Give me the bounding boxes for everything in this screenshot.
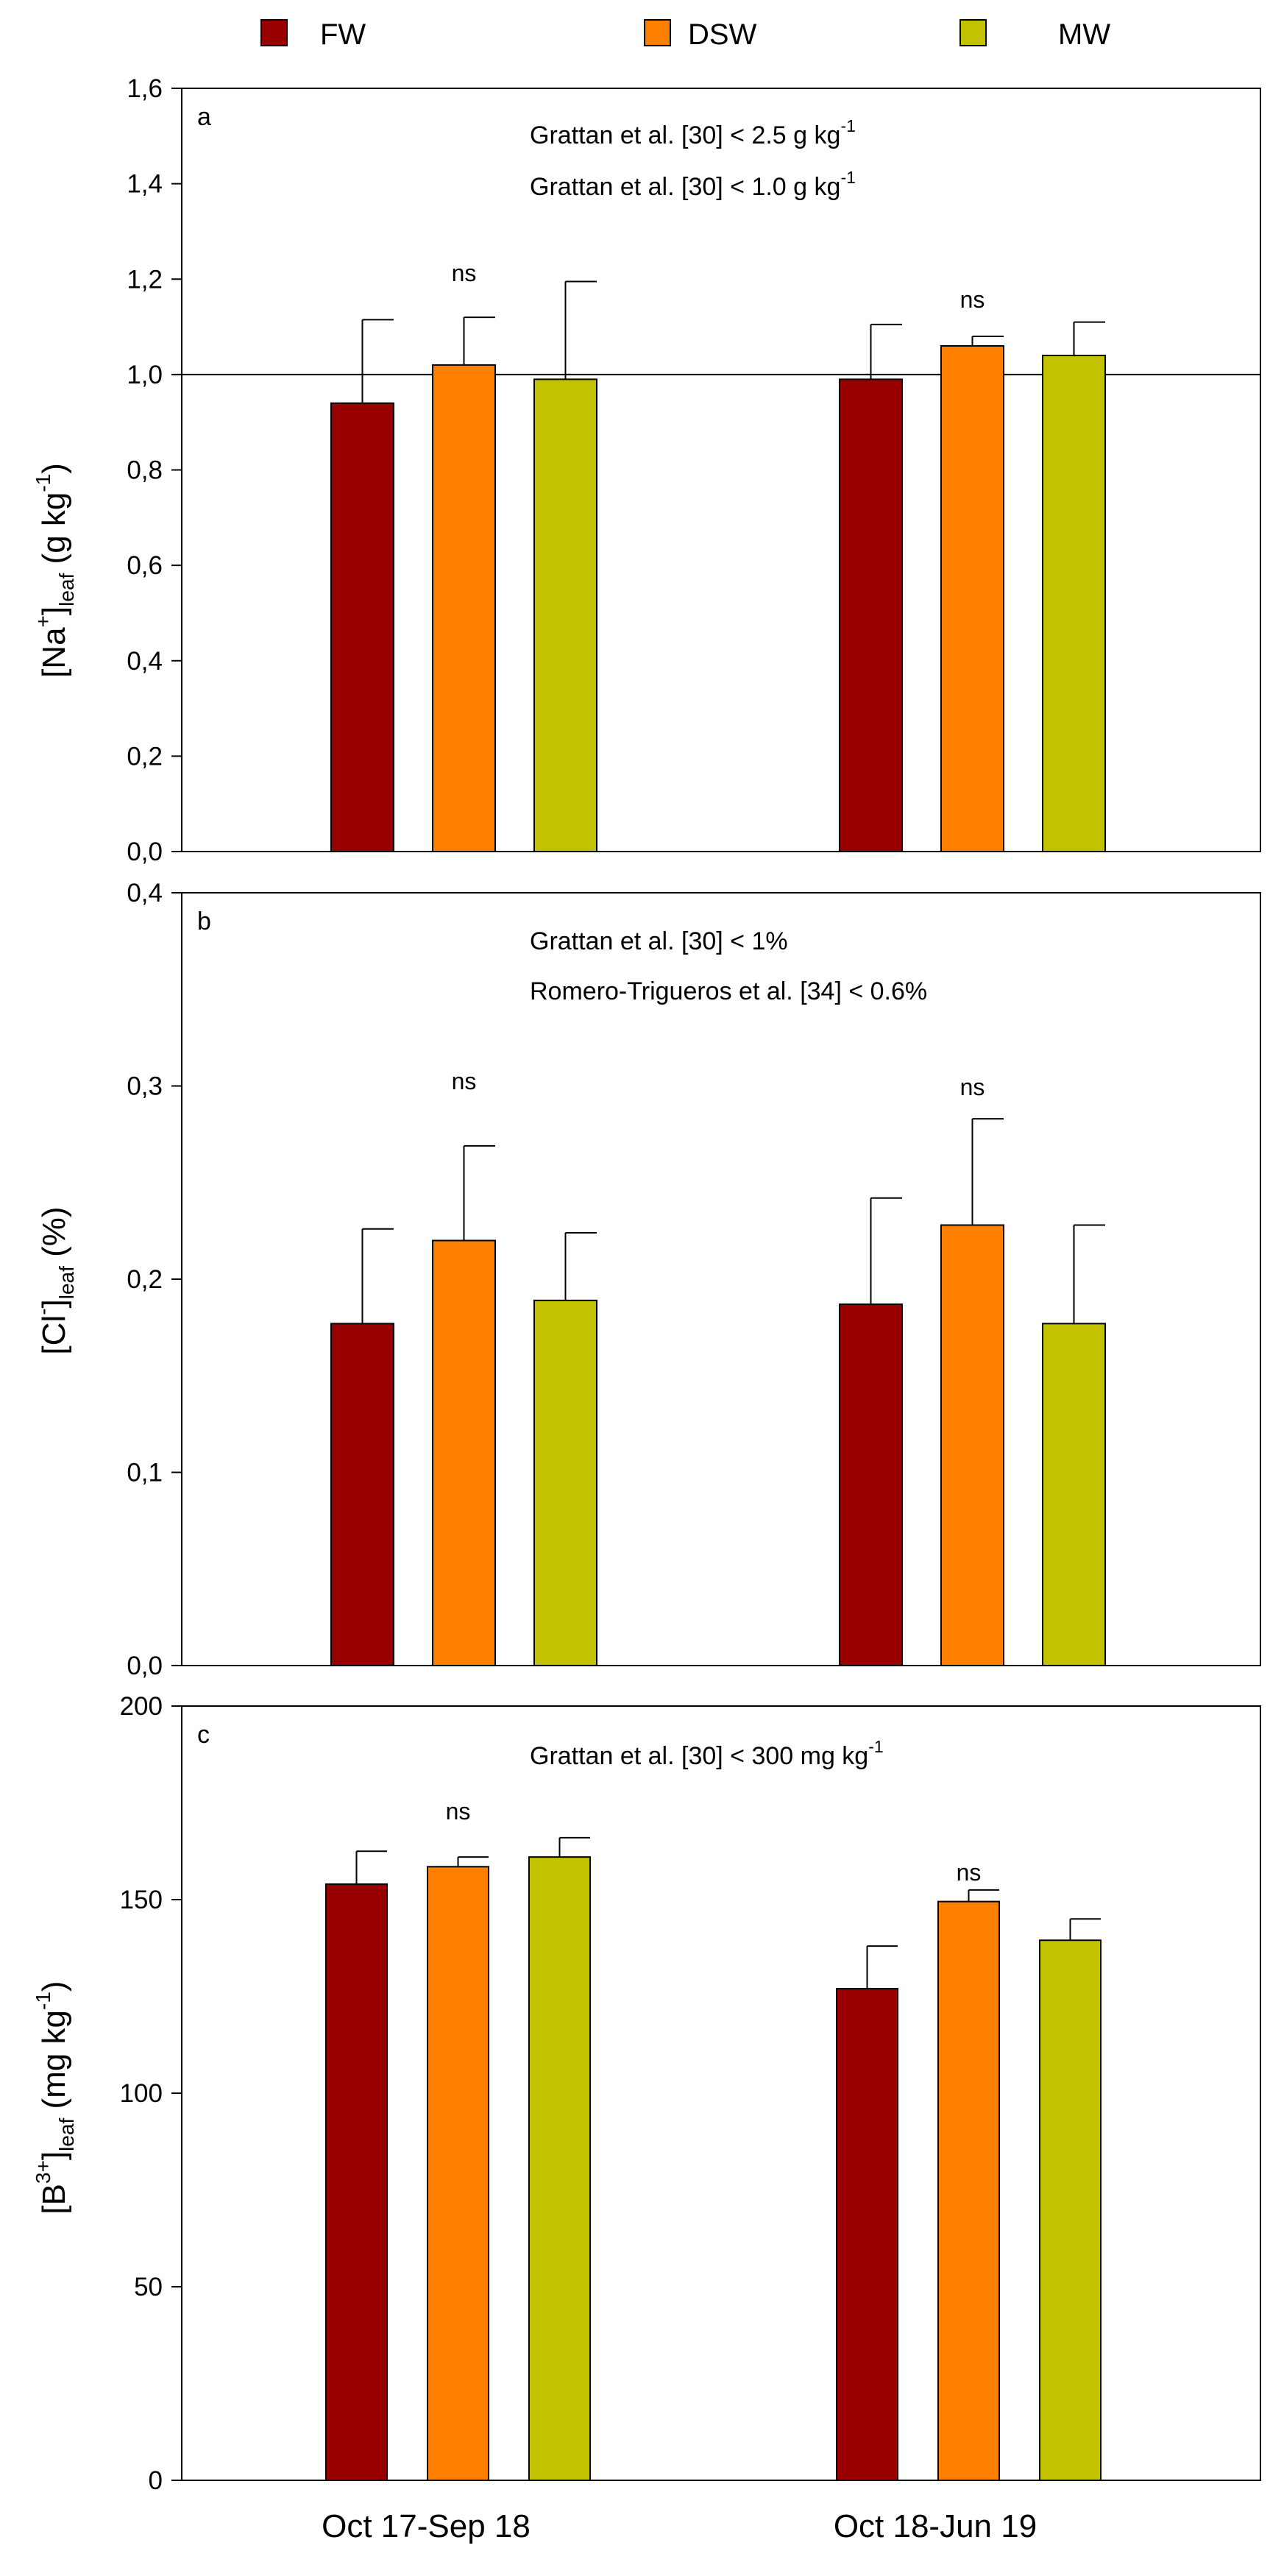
legend-swatch-fw <box>260 19 288 46</box>
bar-a-fw-1 <box>839 378 903 852</box>
panel-b-significance-0: ns <box>452 1068 477 1094</box>
bar-c-fw-1 <box>836 1987 898 2481</box>
legend-label-mw: MW <box>1058 18 1110 51</box>
panel-a-ytick-label: 0,2 <box>127 742 163 771</box>
bar-a-dsw-0 <box>432 364 496 853</box>
panel-a-ytick-label: 0,6 <box>127 551 163 580</box>
panel-c-ytick-label: 0 <box>149 2466 163 2495</box>
bar-c-mw-0 <box>528 1856 591 2481</box>
bar-b-dsw-0 <box>432 1239 496 1666</box>
bar-b-mw-0 <box>533 1299 597 1666</box>
panel-b-annotation: Grattan et al. [30] < 1% <box>530 927 788 955</box>
panel-c-label: c <box>197 1721 210 1749</box>
panel-c-annotation: Grattan et al. [30] < 300 mg kg-1 <box>530 1737 884 1770</box>
panel-a-y-axis-label: [Na+]leaf (g kg-1) <box>32 463 78 678</box>
panel-b-ytick-label: 0,2 <box>127 1265 163 1294</box>
panel-c-ytick-label: 100 <box>120 2079 163 2108</box>
panel-a-label: a <box>197 103 211 131</box>
bar-b-fw-1 <box>839 1303 903 1666</box>
legend-swatch-mw <box>959 19 987 46</box>
panel-c-ytick-label: 150 <box>120 1886 163 1914</box>
panel-b-ytick-label: 0,4 <box>127 879 163 907</box>
panel-c-significance-1: ns <box>957 1859 982 1886</box>
bar-a-mw-0 <box>533 378 597 852</box>
panel-a-ytick-label: 0,4 <box>127 647 163 676</box>
bar-c-mw-1 <box>1039 1939 1102 2481</box>
legend-label-fw: FW <box>320 18 366 51</box>
bar-a-mw-1 <box>1042 354 1106 852</box>
x-category-label-1: Oct 18-Jun 19 <box>834 2508 1037 2544</box>
panel-c-ytick-label: 200 <box>120 1692 163 1721</box>
panel-b-significance-1: ns <box>960 1074 985 1100</box>
panel-a-ytick-label: 1,2 <box>127 265 163 294</box>
legend-swatch-dsw <box>644 19 671 46</box>
legend-label-dsw: DSW <box>688 18 757 51</box>
bar-b-dsw-1 <box>940 1224 1004 1666</box>
bar-c-dsw-1 <box>937 1900 1000 2481</box>
bar-a-fw-0 <box>330 402 394 852</box>
x-category-label-0: Oct 17-Sep 18 <box>322 2508 531 2544</box>
panel-b-y-axis-label: [Cl-]leaf (%) <box>32 1206 78 1354</box>
bar-b-mw-1 <box>1042 1323 1106 1666</box>
panel-a-annotation: Grattan et al. [30] < 2.5 g kg-1 <box>530 116 856 149</box>
panel-a-significance-0: ns <box>452 260 477 286</box>
bar-c-dsw-0 <box>427 1866 489 2482</box>
panel-b-ytick-label: 0,1 <box>127 1459 163 1487</box>
panel-a-annotation: Grattan et al. [30] < 1.0 g kg-1 <box>530 168 856 201</box>
panel-a-ytick-label: 1,0 <box>127 361 163 389</box>
panel-c-ytick-label: 50 <box>134 2273 163 2301</box>
panel-b-annotation: Romero-Trigueros et al. [34] < 0.6% <box>530 977 927 1005</box>
bar-a-dsw-1 <box>940 344 1004 852</box>
bar-c-fw-0 <box>325 1883 388 2481</box>
panel-a-ytick-label: 1,4 <box>127 170 163 199</box>
panel-c-significance-0: ns <box>446 1798 471 1825</box>
panel-b-label: b <box>197 907 211 935</box>
panel-a-ytick-label: 0,8 <box>127 456 163 485</box>
panel-a-ytick-label: 1,6 <box>127 74 163 103</box>
panel-b-ytick-label: 0,3 <box>127 1072 163 1101</box>
bar-b-fw-0 <box>330 1323 394 1666</box>
panel-b-ytick-label: 0,0 <box>127 1652 163 1680</box>
panel-a-significance-1: ns <box>960 286 985 313</box>
panel-a-ytick-label: 0,0 <box>127 838 163 866</box>
panel-c-y-axis-label: [B3+]leaf (mg kg-1) <box>32 1981 78 2214</box>
